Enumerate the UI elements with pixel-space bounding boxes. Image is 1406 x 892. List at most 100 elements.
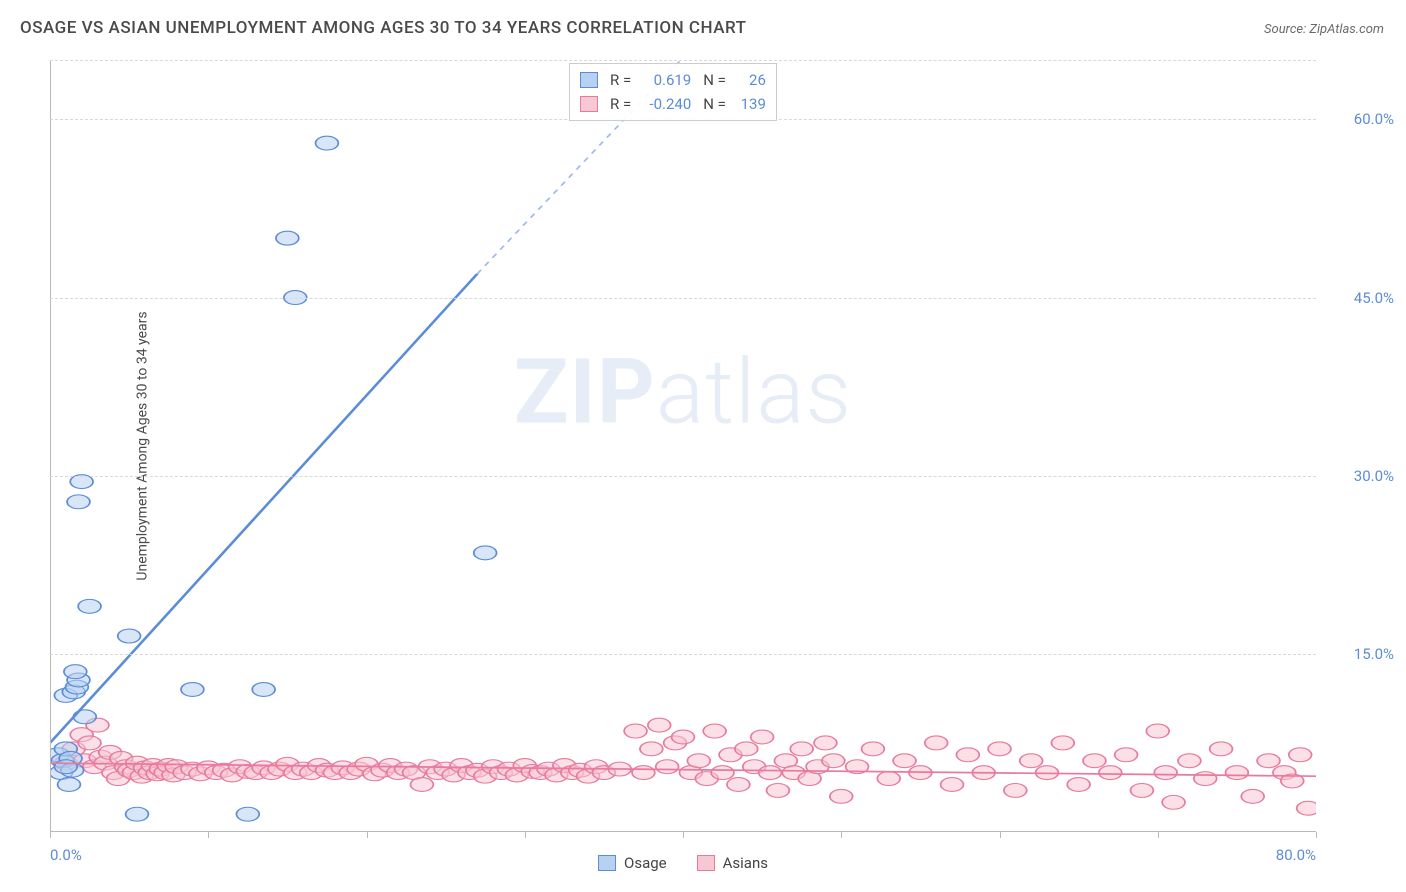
x-tick-mark <box>50 832 51 838</box>
asians-point <box>1154 766 1177 780</box>
legend-swatch-asians <box>697 855 715 871</box>
y-tick-label: 45.0% <box>1324 289 1394 307</box>
x-tick-mark <box>1316 832 1317 838</box>
asians-point <box>1067 778 1090 792</box>
asians-point <box>751 730 774 744</box>
legend-item-asians: Asians <box>697 854 768 872</box>
asians-point <box>767 783 790 797</box>
y-tick-label: 30.0% <box>1324 467 1394 485</box>
swatch-osage <box>580 72 598 88</box>
asians-point <box>941 778 964 792</box>
source-attribution: Source: ZipAtlas.com <box>1264 22 1384 37</box>
asians-point <box>672 730 695 744</box>
n-label-osage: N = <box>703 68 726 92</box>
n-value-osage: 26 <box>738 68 766 92</box>
x-tick-mark <box>1000 832 1001 838</box>
asians-point <box>790 742 813 756</box>
y-tick-label: 60.0% <box>1324 110 1394 128</box>
swatch-asians <box>580 96 598 112</box>
r-value-asians: -0.240 <box>643 92 691 116</box>
y-tick-label: 15.0% <box>1324 645 1394 663</box>
asians-point <box>1257 754 1280 768</box>
asians-point <box>1210 742 1233 756</box>
asians-point <box>640 742 663 756</box>
r-value-osage: 0.619 <box>643 68 691 92</box>
gridline-h <box>50 298 1316 299</box>
asians-point <box>1178 754 1201 768</box>
asians-point <box>877 772 900 786</box>
gridline-h <box>50 654 1316 655</box>
asians-point <box>830 789 853 803</box>
osage-point <box>276 231 299 245</box>
x-tick-mark <box>367 832 368 838</box>
y-axis-line <box>50 60 51 832</box>
chart-title: OSAGE VS ASIAN UNEMPLOYMENT AMONG AGES 3… <box>20 18 746 38</box>
asians-point <box>1020 754 1043 768</box>
asians-point <box>862 742 885 756</box>
osage-point <box>58 778 81 792</box>
x-tick-label-first: 0.0% <box>50 846 82 864</box>
asians-point <box>1099 766 1122 780</box>
osage-point <box>78 599 101 613</box>
asians-point <box>410 778 433 792</box>
osage-point <box>252 683 275 697</box>
asians-point <box>1241 789 1264 803</box>
asians-point <box>1297 801 1316 815</box>
x-tick-mark <box>841 832 842 838</box>
asians-point <box>1083 754 1106 768</box>
x-tick-mark <box>525 832 526 838</box>
asians-point <box>727 778 750 792</box>
osage-point <box>236 807 259 821</box>
osage-point <box>316 136 339 150</box>
osage-point <box>126 807 149 821</box>
osage-point <box>64 665 87 679</box>
asians-point <box>925 736 948 750</box>
scatter-plot-svg <box>50 60 1316 832</box>
legend-item-osage: Osage <box>598 854 667 872</box>
x-tick-mark <box>683 832 684 838</box>
x-tick-mark <box>208 832 209 838</box>
asians-point <box>632 766 655 780</box>
legend-label-osage: Osage <box>624 854 667 872</box>
asians-point <box>1146 724 1169 738</box>
osage-trendline <box>50 274 477 743</box>
asians-point <box>735 742 758 756</box>
osage-point <box>181 683 204 697</box>
stats-legend-box: R = 0.619 N = 26 R = -0.240 N = 139 <box>569 63 777 121</box>
asians-point <box>1131 783 1154 797</box>
asians-point <box>1115 748 1138 762</box>
osage-point <box>67 495 90 509</box>
osage-point <box>474 546 497 560</box>
osage-point <box>118 629 141 643</box>
osage-point <box>70 475 93 489</box>
asians-point <box>1289 748 1312 762</box>
n-label-asians: N = <box>703 92 726 116</box>
stats-row-asians: R = -0.240 N = 139 <box>580 92 766 116</box>
legend-swatch-osage <box>598 855 616 871</box>
asians-point <box>814 736 837 750</box>
asians-point <box>1051 736 1074 750</box>
x-tick-mark <box>1158 832 1159 838</box>
asians-point <box>1194 772 1217 786</box>
asians-point <box>1162 795 1185 809</box>
asians-point <box>956 748 979 762</box>
asians-point <box>893 754 916 768</box>
gridline-h <box>50 60 1316 61</box>
asians-point <box>822 754 845 768</box>
plot-area: ZIPatlas 15.0%30.0%45.0%60.0% 0.0% 80.0%… <box>50 60 1316 832</box>
chart-container: OSAGE VS ASIAN UNEMPLOYMENT AMONG AGES 3… <box>0 0 1406 892</box>
asians-point <box>711 766 734 780</box>
asians-point <box>624 724 647 738</box>
legend-label-asians: Asians <box>723 854 768 872</box>
asians-point <box>1004 783 1027 797</box>
asians-point <box>1225 766 1248 780</box>
asians-point <box>703 724 726 738</box>
bottom-legend: Osage Asians <box>598 854 768 872</box>
asians-point <box>648 718 671 732</box>
osage-point <box>54 760 77 774</box>
r-label-osage: R = <box>610 68 631 92</box>
asians-point <box>656 760 679 774</box>
asians-point <box>759 766 782 780</box>
gridline-h <box>50 476 1316 477</box>
r-label-asians: R = <box>610 92 631 116</box>
